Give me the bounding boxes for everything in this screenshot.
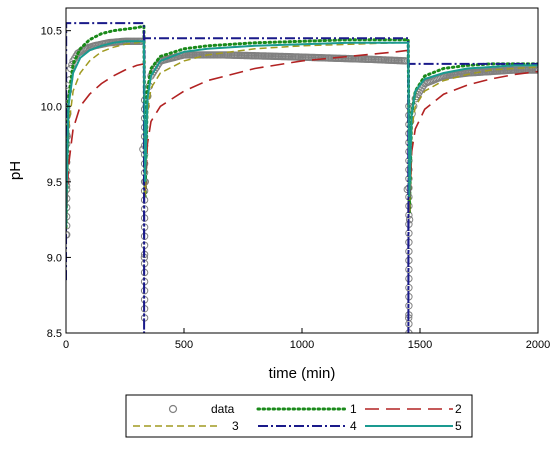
legend-label: 2	[455, 402, 462, 416]
legend-label: 3	[232, 419, 239, 433]
x-tick-label: 500	[175, 339, 193, 351]
series-line-1	[66, 24, 538, 229]
legend-item-3: 3	[133, 419, 239, 433]
x-tick-label: 2000	[526, 339, 550, 351]
x-tick-label: 1000	[290, 339, 314, 351]
x-axis: 0 500 1000 1500 2000	[63, 328, 550, 351]
series-data-points	[66, 37, 538, 333]
legend: data 1 2 3 4 5	[125, 394, 473, 438]
y-tick-label: 9.5	[47, 177, 62, 189]
legend-label: 4	[350, 419, 357, 433]
x-axis-title: time (min)	[269, 365, 336, 382]
x-tick-label: 1500	[408, 339, 432, 351]
legend-item-5: 5	[365, 419, 462, 433]
legend-item-data: data	[168, 402, 235, 416]
y-tick-label: 10.0	[41, 101, 62, 113]
y-tick-label: 9.0	[47, 252, 62, 264]
legend-label: data	[211, 402, 235, 416]
x-tick-label: 0	[63, 339, 69, 351]
data-point	[66, 231, 70, 239]
legend-item-4: 4	[258, 419, 357, 433]
plot-area	[65, 7, 539, 334]
y-axis: 8.5 9.0 9.5 10.0 10.5	[41, 26, 71, 340]
y-tick-label: 10.5	[41, 26, 62, 38]
data-point	[405, 215, 414, 224]
legend-item-1: 1	[256, 402, 357, 416]
legend-label: 1	[350, 402, 357, 416]
legend-item-2: 2	[365, 402, 462, 416]
series-line-5	[66, 40, 538, 228]
legend-box	[125, 394, 473, 438]
series-line-2	[66, 49, 538, 228]
series-line-3	[66, 40, 538, 228]
data-point	[66, 87, 73, 95]
legend-marker	[168, 404, 178, 414]
y-axis-title: pH	[7, 161, 24, 180]
legend-label: 5	[455, 419, 462, 433]
y-tick-label: 8.5	[47, 328, 62, 340]
